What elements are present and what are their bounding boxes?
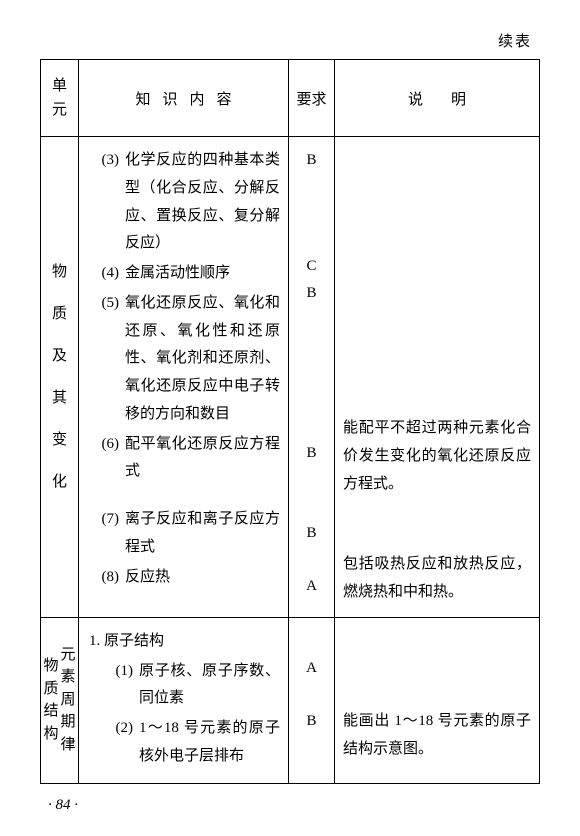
desc-text: 能画出 1～18 号元素的原子结构示意图。 <box>343 708 531 764</box>
unit-cell-2: 物质结构 元素周期律 <box>41 617 79 783</box>
content-item: (1) 原子核、原子序数、同位素 <box>89 658 280 714</box>
req-cell-2: A B <box>289 617 335 783</box>
unit-label-1: 物质及其变化 <box>45 251 74 503</box>
req-value: B <box>293 520 330 547</box>
req-value: C <box>293 253 330 280</box>
item-number: (5) <box>89 290 125 318</box>
table-row: 物质结构 元素周期律 1. 原子结构 (1) 原子核、原子序数、同位素 (2) … <box>41 617 540 783</box>
item-text: 化学反应的四种基本类型（化合反应、分解反应、置换反应、复分解反应） <box>125 147 280 258</box>
desc-text: 包括吸热反应和放热反应，燃烧热和中和热。 <box>343 551 531 607</box>
item-text: 原子核、原子序数、同位素 <box>139 658 280 714</box>
unit-label-col: 物质结构 <box>43 644 58 757</box>
item-text: 氧化还原反应、氧化和还原、氧化性和还原性、氧化剂和还原剂、氧化还原反应中电子转移… <box>125 290 280 429</box>
item-number: (6) <box>89 431 125 459</box>
continue-table-label: 续表 <box>40 30 540 51</box>
desc-text: 能配平不超过两种元素化合价发生变化的氧化还原反应方程式。 <box>343 415 531 498</box>
item-number: (3) <box>89 147 125 175</box>
req-value: B <box>293 440 330 467</box>
item-text: 配平氧化还原反应方程式 <box>125 431 280 487</box>
content-item: (3) 化学反应的四种基本类型（化合反应、分解反应、置换反应、复分解反应） <box>89 147 280 258</box>
item-text: 金属活动性顺序 <box>125 260 280 288</box>
req-value: A <box>293 655 330 682</box>
content-item: (7) 离子反应和离子反应方程式 <box>89 506 280 562</box>
item-number: (8) <box>89 564 125 592</box>
req-value: A <box>293 573 330 600</box>
item-number: (1) <box>103 658 139 686</box>
item-number: (4) <box>89 260 125 288</box>
content-cell-2: 1. 原子结构 (1) 原子核、原子序数、同位素 (2) 1～18 号元素的原子… <box>79 617 289 783</box>
table-row: 物质及其变化 (3) 化学反应的四种基本类型（化合反应、分解反应、置换反应、复分… <box>41 137 540 618</box>
desc-cell-2: 能画出 1～18 号元素的原子结构示意图。 <box>335 617 540 783</box>
item-text: 1～18 号元素的原子核外电子层排布 <box>139 715 280 771</box>
content-item: (4) 金属活动性顺序 <box>89 260 280 288</box>
header-requirement: 要求 <box>289 60 335 137</box>
section-heading: 1. 原子结构 <box>89 628 280 656</box>
req-value: B <box>293 708 330 735</box>
req-value: B <box>293 147 330 174</box>
header-content: 知识内容 <box>79 60 289 137</box>
syllabus-table: 单元 知识内容 要求 说明 物质及其变化 (3) 化学反应的四种基本类型（化合反… <box>40 59 540 784</box>
desc-cell-1: 能配平不超过两种元素化合价发生变化的氧化还原反应方程式。 包括吸热反应和放热反应… <box>335 137 540 618</box>
content-cell-1: (3) 化学反应的四种基本类型（化合反应、分解反应、置换反应、复分解反应） (4… <box>79 137 289 618</box>
header-unit: 单元 <box>41 60 79 137</box>
req-cell-1: B C B B B A <box>289 137 335 618</box>
unit-label-col: 元素周期律 <box>61 644 76 757</box>
content-item: (8) 反应热 <box>89 564 280 592</box>
content-item: (6) 配平氧化还原反应方程式 <box>89 431 280 487</box>
req-value: B <box>293 280 330 307</box>
item-text: 离子反应和离子反应方程式 <box>125 506 280 562</box>
content-item: (2) 1～18 号元素的原子核外电子层排布 <box>89 715 280 771</box>
header-description: 说明 <box>335 60 540 137</box>
item-number: (7) <box>89 506 125 534</box>
page-number: · 84 · <box>48 797 78 814</box>
item-number: (2) <box>103 715 139 743</box>
content-item: (5) 氧化还原反应、氧化和还原、氧化性和还原性、氧化剂和还原剂、氧化还原反应中… <box>89 290 280 429</box>
item-text: 反应热 <box>125 564 280 592</box>
unit-cell-1: 物质及其变化 <box>41 137 79 618</box>
table-header-row: 单元 知识内容 要求 说明 <box>41 60 540 137</box>
